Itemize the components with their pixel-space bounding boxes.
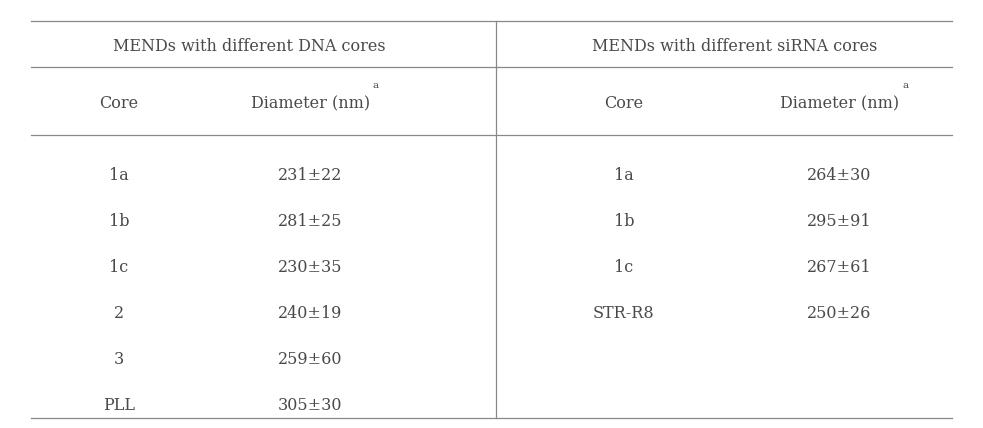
Text: 1a: 1a [614, 167, 634, 184]
Text: 1c: 1c [614, 259, 633, 276]
Text: 1b: 1b [613, 213, 634, 230]
Text: a: a [902, 81, 908, 90]
Text: Core: Core [605, 95, 644, 112]
Text: 230±35: 230±35 [278, 259, 342, 276]
Text: a: a [373, 81, 378, 90]
Text: 1b: 1b [109, 213, 130, 230]
Text: 295±91: 295±91 [807, 213, 872, 230]
Text: 267±61: 267±61 [807, 259, 872, 276]
Text: 3: 3 [114, 351, 124, 368]
Text: 1a: 1a [109, 167, 129, 184]
Text: Diameter (nm): Diameter (nm) [251, 95, 370, 112]
Text: MENDs with different DNA cores: MENDs with different DNA cores [113, 38, 385, 54]
Text: 1c: 1c [109, 259, 129, 276]
Text: 281±25: 281±25 [278, 213, 342, 230]
Text: Diameter (nm): Diameter (nm) [780, 95, 899, 112]
Text: 2: 2 [114, 305, 124, 322]
Text: 259±60: 259±60 [278, 351, 342, 368]
Text: MENDs with different siRNA cores: MENDs with different siRNA cores [592, 38, 877, 54]
Text: 264±30: 264±30 [807, 167, 872, 184]
Text: PLL: PLL [103, 397, 135, 414]
Text: STR-R8: STR-R8 [593, 305, 655, 322]
Text: 250±26: 250±26 [807, 305, 872, 322]
Text: 231±22: 231±22 [278, 167, 342, 184]
Text: 305±30: 305±30 [278, 397, 342, 414]
Text: 240±19: 240±19 [278, 305, 342, 322]
Text: Core: Core [99, 95, 139, 112]
